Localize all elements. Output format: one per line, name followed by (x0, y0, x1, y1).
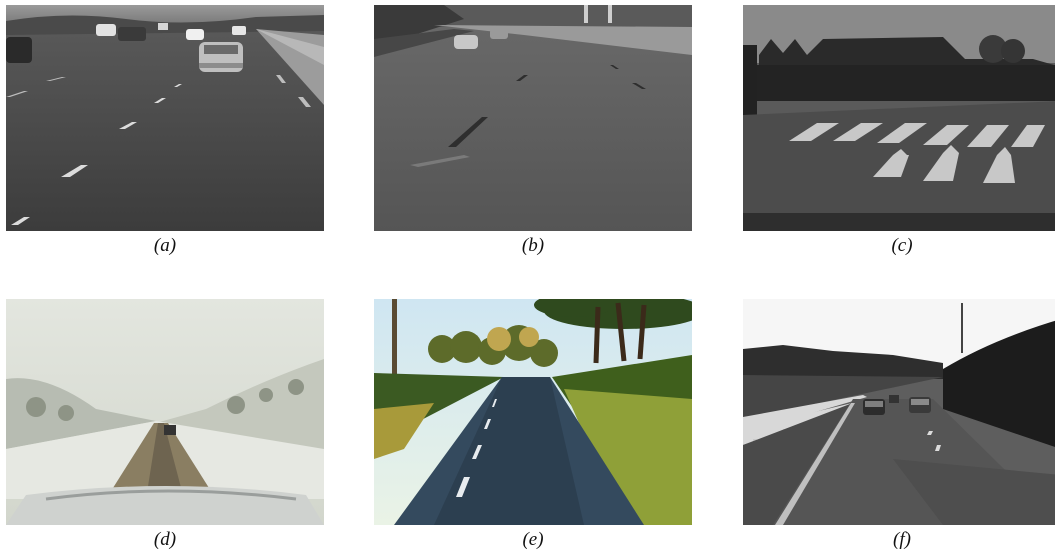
road-image-a (6, 5, 324, 231)
road-image-d (6, 299, 324, 525)
road-image-e (374, 299, 692, 525)
caption-f: (f) (893, 529, 911, 550)
caption-b: (b) (521, 235, 545, 256)
caption-c: (c) (891, 235, 913, 256)
road-image-b (374, 5, 692, 231)
caption-d: (d) (153, 529, 177, 550)
caption-a: (a) (153, 235, 177, 256)
road-image-f (743, 299, 1055, 525)
road-image-c (743, 5, 1055, 231)
caption-e: (e) (522, 529, 544, 550)
